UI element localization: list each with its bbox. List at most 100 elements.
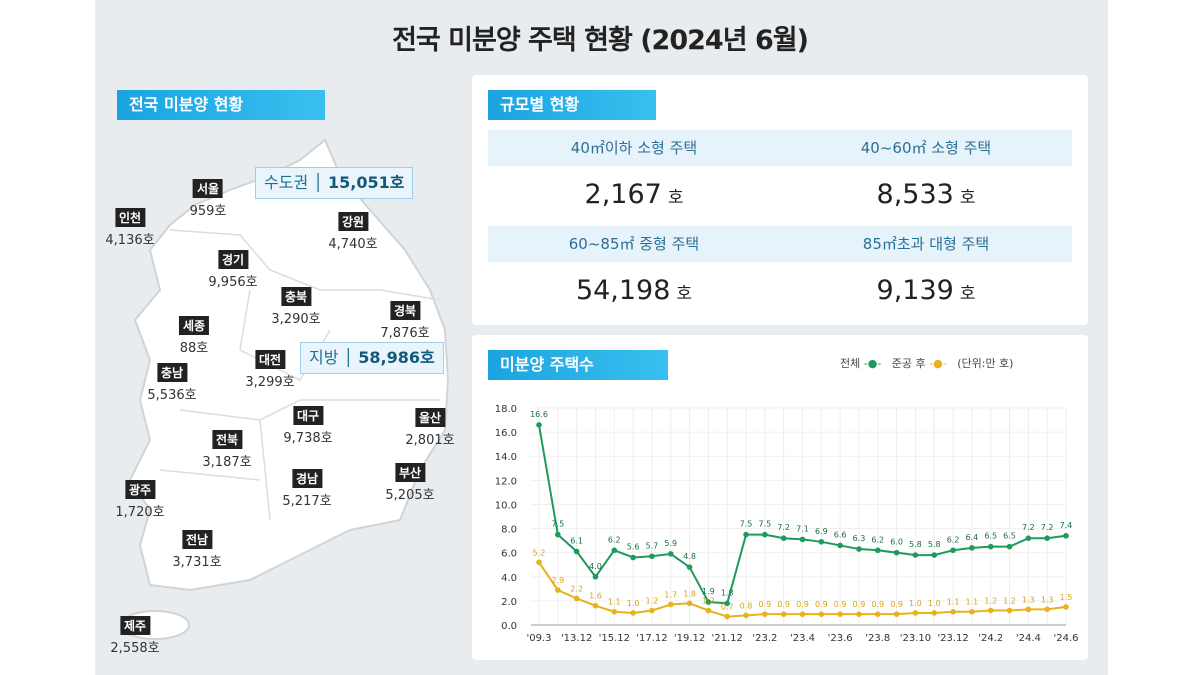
unit: 호: [676, 284, 693, 304]
region-3: 경기 9,956호: [208, 249, 258, 290]
data-label: 6.2: [871, 535, 884, 544]
data-label: 7.5: [740, 520, 753, 529]
map-header: 전국 미분양 현황: [117, 90, 325, 120]
data-label: 0.7: [721, 603, 734, 612]
data-label: 6.9: [815, 527, 828, 536]
region-name: 전남: [181, 530, 213, 549]
data-label: 1.7: [664, 591, 677, 600]
region-name: 제주: [119, 616, 151, 635]
data-point: [912, 610, 919, 616]
data-point: [724, 600, 731, 607]
page-title: 전국 미분양 주택 현황 (2024년 6월): [392, 25, 809, 56]
region-value: 5,536호: [147, 388, 197, 403]
data-point: [592, 573, 599, 580]
y-tick-label: 0.0: [501, 621, 517, 632]
data-label: 0.8: [740, 601, 753, 610]
region-8: 충남 5,536호: [147, 362, 197, 403]
region-name: 부산: [394, 463, 426, 482]
region-6: 세종 88호: [178, 315, 210, 356]
size-value: 9,139 호: [876, 275, 976, 306]
data-label: 1.0: [627, 599, 640, 608]
data-label: 7.4: [1060, 521, 1073, 530]
data-label: 1.0: [928, 599, 941, 608]
data-point: [837, 542, 843, 549]
region-name: 서울: [192, 179, 224, 198]
data-label: 1.1: [966, 598, 979, 607]
data-point: [931, 552, 938, 558]
data-point: [611, 608, 618, 615]
data-label: 1.0: [909, 599, 922, 608]
region-name: 인천: [114, 208, 146, 227]
region-5: 경북 7,876호: [380, 300, 430, 341]
data-point: [743, 612, 749, 619]
region-value: 5,217호: [282, 494, 332, 509]
region-16: 제주 2,558호: [110, 615, 160, 656]
y-tick-label: 2.0: [501, 597, 517, 608]
unit: 호: [667, 188, 684, 208]
size-cell: 40㎡이하 소형 주택 2,167 호: [488, 130, 780, 226]
x-tick-label: '23.8: [865, 633, 890, 644]
data-point: [818, 539, 825, 545]
data-label: 7.2: [1041, 523, 1054, 532]
data-point: [799, 536, 806, 543]
region-value: 9,738호: [283, 431, 333, 446]
region-12: 경남 5,217호: [282, 468, 332, 509]
capital-area-badge: 수도권 │ 15,051호: [255, 167, 414, 199]
data-label: 1.2: [702, 597, 715, 606]
data-point: [1063, 604, 1069, 610]
local-area-badge: 지방 │ 58,986호: [300, 342, 444, 374]
data-point: [686, 564, 693, 570]
data-point: [987, 607, 994, 614]
size-cell: 60~85㎡ 중형 주택 54,198 호: [488, 226, 780, 322]
data-label: 6.2: [947, 535, 960, 544]
data-point: [874, 547, 881, 554]
data-label: 1.5: [1060, 593, 1073, 602]
region-name: 경기: [217, 250, 249, 269]
region-name: 광주: [124, 480, 156, 499]
region-value: 7,876호: [380, 326, 430, 341]
data-label: 0.9: [853, 600, 866, 609]
data-label: 0.9: [796, 600, 809, 609]
data-point: [893, 611, 900, 617]
size-value: 2,167 호: [584, 179, 684, 210]
region-name: 전북: [211, 430, 243, 449]
data-point: [799, 611, 806, 617]
data-label: 1.3: [1022, 595, 1035, 604]
data-point: [667, 551, 674, 557]
unit: 호: [959, 188, 976, 208]
data-point: [1006, 543, 1013, 550]
line-chart: 0.0 2.0 4.0 6.0 8.0 10.0 12.0 14.0 16.0 18.0 '09.3…: [495, 404, 1079, 644]
data-point: [969, 545, 975, 551]
region-value: 3,187호: [202, 455, 252, 470]
x-tick-label: '21.12: [712, 633, 743, 644]
data-label: 1.3: [1041, 595, 1054, 604]
data-point: [837, 611, 843, 617]
y-tick-label: 4.0: [501, 573, 517, 584]
data-point: [667, 601, 674, 608]
x-tick-label: '23.10: [900, 633, 931, 644]
region-value: 3,290호: [271, 312, 321, 327]
data-point: [762, 531, 768, 538]
x-tick-label: '24.6: [1053, 633, 1078, 644]
data-point: [592, 602, 599, 609]
data-label: 0.9: [758, 600, 771, 609]
data-label: 5.8: [928, 540, 941, 549]
y-tick-label: 14.0: [495, 452, 517, 463]
data-label: 7.5: [758, 520, 771, 529]
size-label: 40~60㎡ 소형 주택: [780, 130, 1072, 166]
data-label: 0.9: [815, 600, 828, 609]
y-tick-label: 12.0: [495, 476, 517, 487]
data-point: [1044, 535, 1050, 541]
region-name: 경남: [291, 469, 323, 488]
data-point: [818, 611, 825, 617]
data-point: [931, 610, 938, 616]
legend-total: 전체: [840, 357, 861, 370]
region-value: 4,136호: [105, 233, 155, 248]
region-4: 충북 3,290호: [271, 286, 321, 327]
x-tick-label: '19.12: [674, 633, 705, 644]
chart-card: [472, 335, 1088, 660]
y-tick-label: 10.0: [495, 500, 517, 511]
region-name: 충북: [280, 287, 312, 306]
data-point: [536, 422, 542, 428]
data-label: 6.4: [966, 533, 979, 542]
